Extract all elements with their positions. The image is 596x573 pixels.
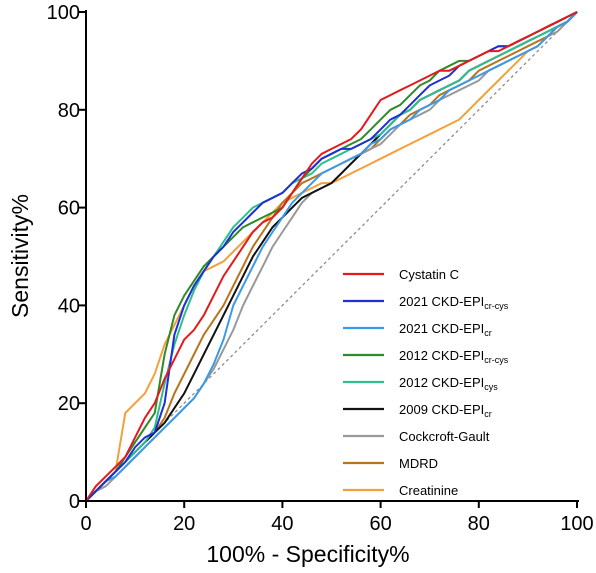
legend-label-4: 2012 CKD-EPIcr-cys [399,348,509,365]
x-tick-label: 60 [369,513,391,535]
series-line-1 [85,11,578,502]
legend-label-main: MDRD [399,456,438,471]
ticks-layer: 0 20 40 60 80 100 0 20 40 60 80 100 [47,2,594,535]
x-tick-label: 0 [80,513,91,535]
legend-label-subscript: cr [484,409,492,419]
legend-label-main: 2009 CKD-EPI [399,402,484,417]
legend-label-6: 2009 CKD-EPIcr [399,402,492,419]
legend-label-subscript: cr [484,328,492,338]
x-tick-label: 100 [560,513,593,535]
legend-label-main: Creatinine [399,483,458,498]
x-tick-label: 20 [173,513,195,535]
legend-label-main: 2021 CKD-EPI [399,321,484,336]
legend-label-main: 2012 CKD-EPI [399,348,484,363]
y-tick-label: 80 [58,100,80,122]
y-tick-label: 20 [58,393,80,415]
y-tick-label: 0 [69,491,80,513]
y-tick-label: 60 [58,198,80,220]
legend-label-8: MDRD [399,456,438,471]
legend-label-3: 2021 CKD-EPIcr [399,321,492,338]
legend-label-subscript: cys [484,382,498,392]
y-tick-label: 100 [47,2,80,24]
legend-label-main: 2021 CKD-EPI [399,294,484,309]
axes-layer [85,10,579,502]
series-line-2 [85,11,578,502]
legend-label-main: Cockcroft-Gault [399,429,490,444]
x-tick-label: 80 [468,513,490,535]
x-axis-title: 100% - Specificity% [206,541,409,567]
legend-label-1: Cystatin C [399,267,459,282]
legend-label-main: Cystatin C [399,267,459,282]
legend-label-subscript: cr-cys [484,355,508,365]
series-layer [85,11,578,502]
legend-label-9: Creatinine [399,483,458,498]
y-tick-label: 40 [58,295,80,317]
series-line-3 [85,11,578,502]
legend-label-main: 2012 CKD-EPI [399,375,484,390]
legend-label-7: Cockcroft-Gault [399,429,490,444]
legend-label-5: 2012 CKD-EPIcys [399,375,498,392]
legend-label-2: 2021 CKD-EPIcr-cys [399,294,509,311]
x-tick-label: 40 [271,513,293,535]
legend-label-subscript: cr-cys [484,301,508,311]
y-axis-title: Sensitivity% [7,194,33,318]
